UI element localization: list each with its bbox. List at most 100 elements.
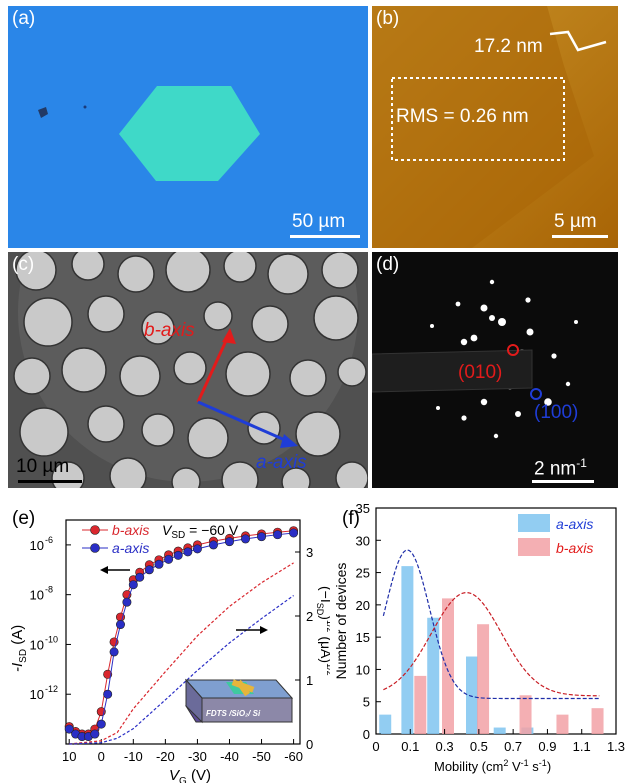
rms-label: RMS = 0.26 nm <box>396 106 529 127</box>
histogram-bar-b-axis <box>556 714 569 734</box>
scalebar-b <box>552 235 608 238</box>
data-point-a-axis <box>241 534 251 544</box>
y-tick-label-right-e: 2 <box>306 609 313 624</box>
x-tick-label-e: -60 <box>284 749 303 764</box>
y-tick-label-f: 5 <box>363 695 370 710</box>
y-axis-label-f: Number of devices <box>333 563 349 680</box>
data-point-a-axis <box>64 724 74 734</box>
scalebar-b-text: 5 µm <box>554 211 597 232</box>
legend-e-b-axis: b-axis <box>82 522 149 538</box>
y-tick-exp-left-e: -6 <box>45 535 53 545</box>
legend-e-a-text: a-axis <box>112 540 149 556</box>
data-point-a-axis <box>122 597 132 607</box>
x-tick-label-e: 0 <box>98 749 105 764</box>
vsd-label: VSD = −60 V <box>162 522 239 541</box>
x-tick-label-e: 10 <box>62 749 76 764</box>
y-tick-label-f: 30 <box>356 533 370 548</box>
scalebar-d-num: 2 nm <box>534 458 577 480</box>
legend-f-b-text: b-axis <box>556 540 593 556</box>
x-axis-label-f: Mobility (cm2 V-1 s-1) <box>434 758 551 774</box>
b-axis-label: b-axis <box>144 320 195 341</box>
data-point-a-axis <box>183 547 193 557</box>
y-tick-label-right-e: 3 <box>306 545 313 560</box>
panel-d-svg <box>372 279 594 483</box>
scalebar-a-text: 50 µm <box>292 211 346 232</box>
legend-f-b-axis: b-axis <box>518 538 593 556</box>
panel-c-svg <box>8 252 368 488</box>
x-tick-label-e: -50 <box>252 749 271 764</box>
holey-carbon-holes <box>13 252 368 488</box>
x-axis-label-e: VG (V) <box>169 767 211 783</box>
scalebar-a <box>290 235 360 238</box>
x-tick-label-f: 1.1 <box>573 739 591 754</box>
data-point-a-axis <box>103 689 113 699</box>
rms-region-box <box>391 77 565 161</box>
histogram-bar-b-axis <box>414 675 427 734</box>
y-axis-label-right-e: (−ISD)1/2 (μA)1/2 <box>315 586 330 676</box>
legend-e-b-text: b-axis <box>112 522 149 538</box>
scalebar-d <box>532 480 594 483</box>
y-tick-exp-left-e: -8 <box>45 585 53 595</box>
histogram-bar-a-axis <box>466 656 478 734</box>
panel-a-optical-image: (a) 50 µm <box>8 6 368 248</box>
sqrt-curve-b-axis-sqrt <box>69 562 294 745</box>
y-tick-label-f: 0 <box>363 727 370 742</box>
height-profile-line <box>549 30 607 52</box>
legend-f-a-text: a-axis <box>556 516 593 532</box>
data-point-a-axis <box>154 559 164 569</box>
debris-dot <box>83 105 87 109</box>
panel-d-diffraction: (d) (010) (100) 2 nm-1 <box>372 252 618 488</box>
spot-100-marker <box>530 388 542 400</box>
spot-010-label: (010) <box>458 362 503 383</box>
x-tick-label-f: 0.1 <box>401 739 419 754</box>
data-point-a-axis <box>208 540 218 550</box>
legend-e-a-axis: a-axis <box>82 540 149 556</box>
x-tick-label-e: -10 <box>124 749 143 764</box>
y-tick-label-f: 10 <box>356 662 370 677</box>
panel-f-svg: 0 0.1 0.3 0.5 0.7 0.9 1.1 1.3 0 5 10 15 20 25 30 35 a-ax… <box>333 501 625 774</box>
data-point-a-axis <box>257 532 267 542</box>
histogram-bar-b-axis <box>477 624 490 734</box>
data-point-a-axis <box>115 620 125 630</box>
sqrt-curve-a-axis-sqrt <box>69 595 294 745</box>
data-point-a-axis <box>273 530 283 540</box>
histogram-bar-a-axis <box>493 727 506 734</box>
data-point-a-axis <box>128 580 138 590</box>
x-tick-label-e: -40 <box>220 749 239 764</box>
spot-010-marker <box>507 344 519 356</box>
panel-d-label: (d) <box>376 254 400 275</box>
y-tick-label-right-e: 0 <box>306 737 313 752</box>
scalebar-c-text: 10 µm <box>16 456 70 477</box>
x-tick-label-f: 0.7 <box>504 739 522 754</box>
diffraction-spots <box>430 279 578 439</box>
y-tick-exp-left-e: -10 <box>45 634 58 644</box>
data-point-a-axis <box>144 565 154 575</box>
b-axis-arrow <box>196 331 232 403</box>
panel-f-mobility-histogram: 0 0.1 0.3 0.5 0.7 0.9 1.1 1.3 0 5 10 15 20 25 30 35 a-ax… <box>330 494 626 783</box>
y-tick-label-f: 20 <box>356 598 370 613</box>
data-point-b-axis <box>103 669 113 679</box>
a-axis-label: a-axis <box>256 452 307 473</box>
data-point-a-axis <box>289 528 299 538</box>
gaussian-fit-b-axis <box>383 591 600 697</box>
histogram-bar-a-axis <box>401 566 414 734</box>
panel-e-label: (e) <box>12 508 36 529</box>
afm-flake-edge <box>372 6 594 248</box>
height-label: 17.2 nm <box>474 36 543 57</box>
debris-speck <box>38 107 48 118</box>
panel-a-svg <box>38 86 360 238</box>
x-tick-label-f: 0 <box>372 739 379 754</box>
data-point-a-axis <box>109 647 119 657</box>
data-point-a-axis <box>90 729 100 739</box>
histogram-bar-a-axis <box>427 617 440 734</box>
y-tick-label-left-e: 10 <box>30 637 44 652</box>
legend-f-a-axis: a-axis <box>518 514 593 532</box>
scalebar-d-text: 2 nm-1 <box>534 456 587 480</box>
data-point-a-axis <box>224 537 234 547</box>
histogram-bar-b-axis <box>591 708 604 734</box>
x-tick-label-f: 0.9 <box>538 739 556 754</box>
panel-e-transfer-chart: 10 0 -10 -20 -30 -40 -50 -60 10 -6 10 -8 10 -10 10 -12 0… <box>0 494 330 783</box>
panel-b-afm-image: (b) 17.2 nm RMS = 0.26 nm 5 µm <box>372 6 618 248</box>
data-point-a-axis <box>164 554 174 564</box>
